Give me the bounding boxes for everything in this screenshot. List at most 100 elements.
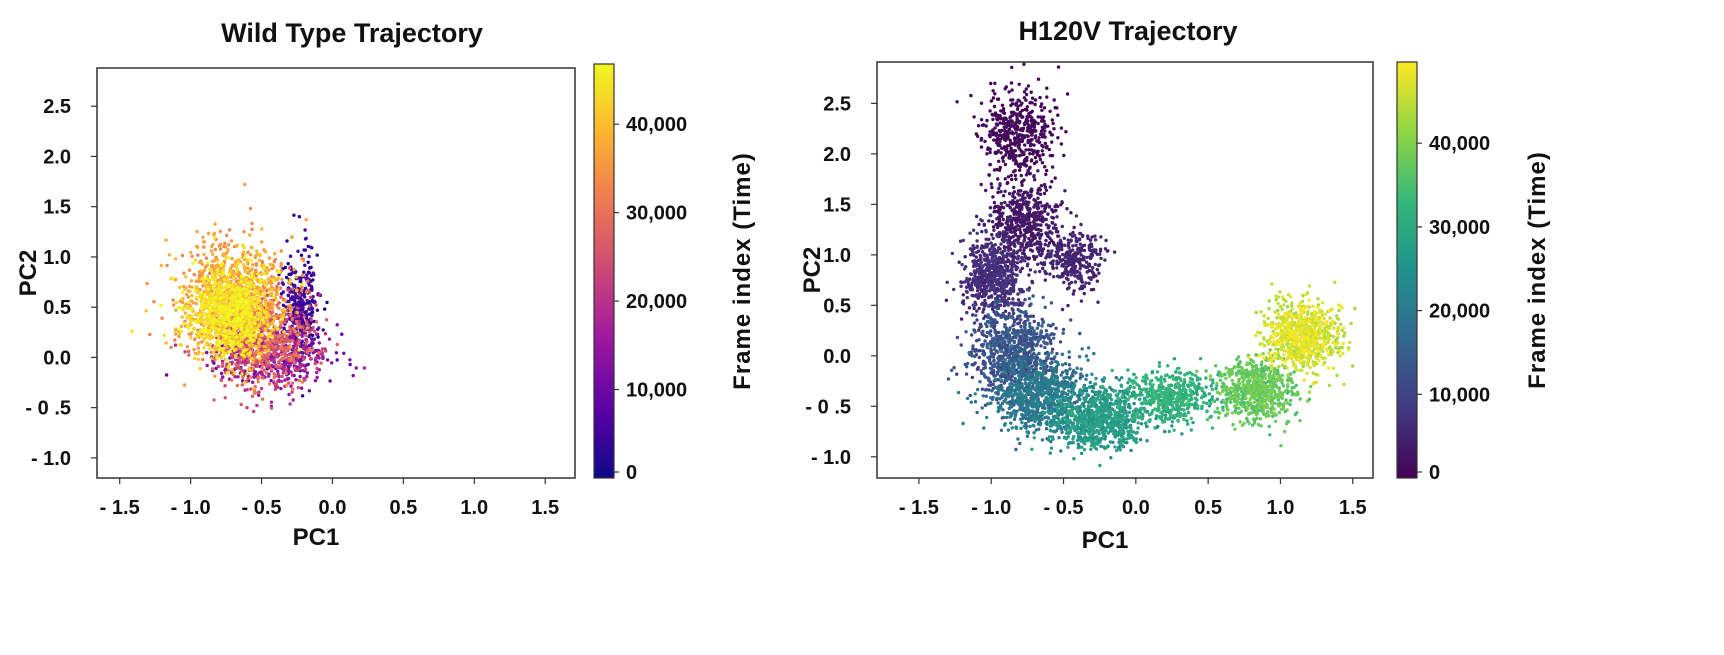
data-point xyxy=(295,276,298,279)
data-point xyxy=(1038,235,1041,238)
data-point xyxy=(980,118,983,121)
data-point xyxy=(969,247,972,250)
data-point xyxy=(206,322,209,325)
data-point xyxy=(263,311,266,314)
data-point xyxy=(1032,119,1035,122)
data-point xyxy=(1038,214,1041,217)
data-point xyxy=(247,367,250,370)
data-point xyxy=(1048,237,1051,240)
data-point xyxy=(211,243,214,246)
data-point xyxy=(310,344,313,347)
data-point xyxy=(171,276,174,279)
data-point xyxy=(246,317,249,320)
data-point xyxy=(273,359,276,362)
data-point xyxy=(1050,133,1053,136)
data-point xyxy=(1048,110,1051,113)
data-point xyxy=(221,362,224,365)
data-point xyxy=(308,266,311,269)
data-point xyxy=(190,323,193,326)
data-point xyxy=(1027,273,1030,276)
data-point xyxy=(325,301,328,304)
data-point xyxy=(1048,272,1051,275)
data-point xyxy=(1047,231,1050,234)
data-point xyxy=(181,254,184,257)
x-tick-label: 0.0 xyxy=(319,497,347,519)
data-point xyxy=(1051,122,1054,125)
data-point xyxy=(292,327,295,330)
data-point xyxy=(1002,218,1005,221)
data-point xyxy=(1051,221,1054,224)
data-point xyxy=(256,272,259,275)
data-point xyxy=(1051,165,1054,168)
data-point xyxy=(291,287,294,290)
data-point xyxy=(270,282,273,285)
chart-title: Wild Type Trajectory xyxy=(221,18,483,48)
data-point xyxy=(1089,276,1092,279)
data-point xyxy=(1013,230,1016,233)
data-point xyxy=(314,362,317,365)
data-point xyxy=(276,292,279,295)
data-point xyxy=(977,223,980,226)
data-point xyxy=(1048,205,1051,208)
data-point xyxy=(219,308,222,311)
data-point xyxy=(201,236,204,239)
data-point xyxy=(313,330,316,333)
data-point xyxy=(165,264,168,267)
data-point xyxy=(201,277,204,280)
data-point xyxy=(253,322,256,325)
data-point xyxy=(1043,106,1046,109)
data-point xyxy=(1024,148,1027,151)
data-point xyxy=(225,251,228,254)
data-point xyxy=(280,338,283,341)
data-point xyxy=(977,124,980,127)
data-point xyxy=(190,294,193,297)
data-point xyxy=(212,302,215,305)
data-point xyxy=(219,247,222,250)
data-point xyxy=(1069,270,1072,273)
data-point xyxy=(145,309,148,312)
data-point xyxy=(302,271,305,274)
data-point xyxy=(218,297,221,300)
data-point xyxy=(1029,144,1032,147)
data-point xyxy=(1044,173,1047,176)
data-point xyxy=(1030,187,1033,190)
data-point xyxy=(989,82,992,85)
data-point xyxy=(1018,83,1021,86)
data-point xyxy=(1045,87,1048,90)
data-point xyxy=(226,371,229,374)
data-point xyxy=(1103,258,1106,261)
data-point xyxy=(1022,239,1025,242)
data-point xyxy=(307,261,310,264)
data-point xyxy=(195,285,198,288)
data-point xyxy=(240,280,243,283)
data-point xyxy=(266,353,269,356)
data-point xyxy=(288,304,291,307)
data-point xyxy=(284,299,287,302)
data-point xyxy=(1032,220,1035,223)
data-point xyxy=(1020,102,1023,105)
data-point xyxy=(246,306,249,309)
data-point xyxy=(174,308,177,311)
data-point xyxy=(1032,205,1035,208)
data-point xyxy=(294,354,297,357)
data-point xyxy=(1021,215,1024,218)
data-point xyxy=(1010,209,1013,212)
data-point xyxy=(160,317,163,320)
data-point xyxy=(300,254,303,257)
data-point xyxy=(219,347,222,350)
data-point xyxy=(1016,250,1019,253)
data-point xyxy=(178,343,181,346)
data-point xyxy=(215,327,218,330)
data-point xyxy=(1024,191,1027,194)
data-point xyxy=(1040,210,1043,213)
data-point xyxy=(1023,108,1026,111)
data-point xyxy=(253,303,256,306)
data-point xyxy=(336,358,339,361)
data-point xyxy=(245,326,248,329)
data-point xyxy=(1055,266,1058,269)
data-point xyxy=(272,296,275,299)
data-point xyxy=(296,326,299,329)
data-point xyxy=(1045,169,1048,172)
data-point xyxy=(1092,288,1095,291)
data-point xyxy=(1036,197,1039,200)
